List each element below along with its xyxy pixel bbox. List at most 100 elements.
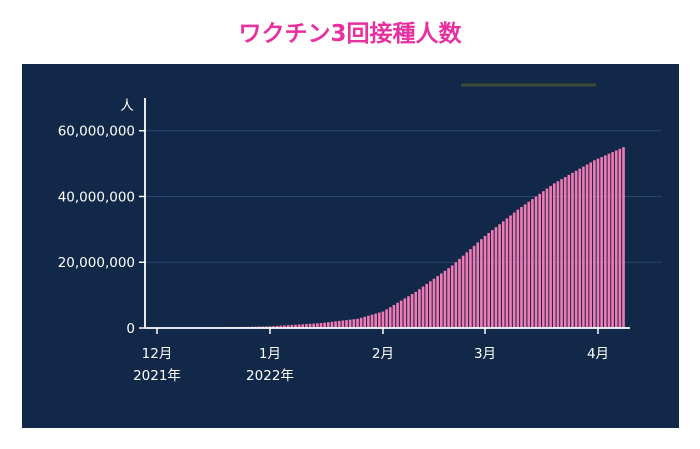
data-bar — [407, 296, 410, 328]
data-bar — [593, 160, 596, 328]
data-bar — [622, 147, 625, 328]
data-bar — [345, 320, 348, 328]
data-bar — [461, 255, 465, 328]
data-bar — [301, 324, 305, 328]
y-tick-label: 60,000,000 — [58, 124, 135, 140]
data-bar — [275, 325, 279, 328]
data-bar — [545, 188, 549, 328]
data-bar — [614, 150, 618, 328]
data-bar — [283, 325, 286, 328]
data-bar — [414, 291, 418, 328]
data-bar — [549, 185, 552, 328]
data-bar — [483, 235, 487, 328]
data-bar — [487, 233, 490, 328]
data-bar — [432, 278, 436, 328]
chart-title: ワクチン3回接種人数 — [238, 21, 462, 47]
data-bar — [356, 318, 359, 328]
data-bar — [527, 201, 531, 328]
data-bar — [305, 324, 308, 328]
x-tick-month-label: 2月 — [372, 346, 394, 362]
x-tick-year-label: 2021年 — [133, 368, 181, 384]
y-axis-unit-label: 人 — [120, 98, 134, 114]
data-bar — [494, 227, 498, 328]
data-bar — [552, 183, 556, 328]
data-bar — [542, 191, 545, 328]
data-bar — [337, 320, 341, 328]
data-bar — [312, 323, 316, 328]
data-bar — [323, 322, 326, 328]
data-bar — [330, 321, 334, 328]
data-bar — [458, 258, 461, 328]
chart-panel: 0 20,000,000 40,000,000 60,000,000 12月 2021年 1… — [22, 64, 679, 428]
data-bar — [611, 152, 614, 328]
data-bar — [465, 252, 469, 328]
data-bar — [286, 325, 290, 328]
x-tick-month-label: 3月 — [474, 346, 496, 362]
data-bar — [316, 323, 319, 328]
data-bar — [520, 207, 523, 328]
x-tick-month-label: 1月 — [259, 346, 281, 362]
data-bar — [308, 323, 312, 328]
data-bar — [421, 286, 425, 328]
data-bar — [501, 221, 505, 328]
data-bar — [439, 273, 443, 328]
data-bar — [512, 212, 516, 328]
data-bar — [447, 268, 450, 328]
data-bar — [618, 148, 622, 328]
data-bar — [290, 324, 294, 328]
x-tick-month-label: 4月 — [587, 346, 609, 362]
data-bar — [505, 218, 509, 328]
data-bar — [585, 164, 589, 328]
data-bar — [480, 239, 483, 328]
data-bar — [534, 196, 538, 328]
y-tick-label: 20,000,000 — [58, 255, 135, 271]
data-bar — [370, 314, 374, 328]
data-bar — [516, 209, 520, 328]
data-bar — [399, 300, 403, 328]
data-bar — [563, 177, 567, 328]
data-bar — [523, 204, 527, 328]
data-bar — [425, 283, 429, 328]
data-bar — [392, 304, 396, 328]
data-bar — [388, 307, 392, 328]
data-bar — [326, 322, 330, 328]
data-bar — [607, 153, 611, 328]
data-bar — [359, 317, 363, 328]
data-bar — [560, 179, 563, 328]
data-bar — [294, 324, 297, 328]
y-tick-label: 0 — [126, 321, 135, 337]
data-bar — [578, 168, 582, 328]
y-tick-label: 40,000,000 — [58, 189, 135, 205]
data-bar — [363, 316, 367, 328]
data-bar — [403, 298, 407, 328]
bar-chart: 0 20,000,000 40,000,000 60,000,000 12月 2021年 1… — [58, 83, 662, 384]
data-bar — [509, 215, 512, 328]
data-bar — [374, 313, 377, 328]
data-bar — [589, 162, 593, 328]
data-bar — [531, 199, 534, 328]
data-bar — [454, 262, 458, 328]
x-tick-month-label: 12月 — [142, 346, 173, 362]
data-bar — [538, 193, 541, 328]
data-bar — [381, 311, 385, 328]
data-bar — [603, 155, 607, 328]
data-bar — [348, 319, 352, 328]
data-bar — [498, 224, 501, 328]
data-bar — [596, 158, 600, 328]
data-bar — [378, 312, 381, 328]
data-bar — [582, 166, 585, 328]
data-bar — [352, 319, 356, 328]
data-bar — [556, 181, 560, 328]
data-bar — [436, 276, 439, 328]
data-bar — [571, 172, 574, 328]
data-bar — [472, 245, 476, 328]
data-bar — [367, 315, 370, 328]
data-bar — [429, 281, 432, 328]
data-bar — [341, 320, 345, 328]
data-bar — [574, 170, 578, 328]
data-bar — [396, 302, 399, 328]
data-bar — [600, 157, 603, 328]
data-bar — [490, 230, 494, 328]
data-bar — [450, 265, 454, 328]
data-bar — [469, 249, 472, 328]
